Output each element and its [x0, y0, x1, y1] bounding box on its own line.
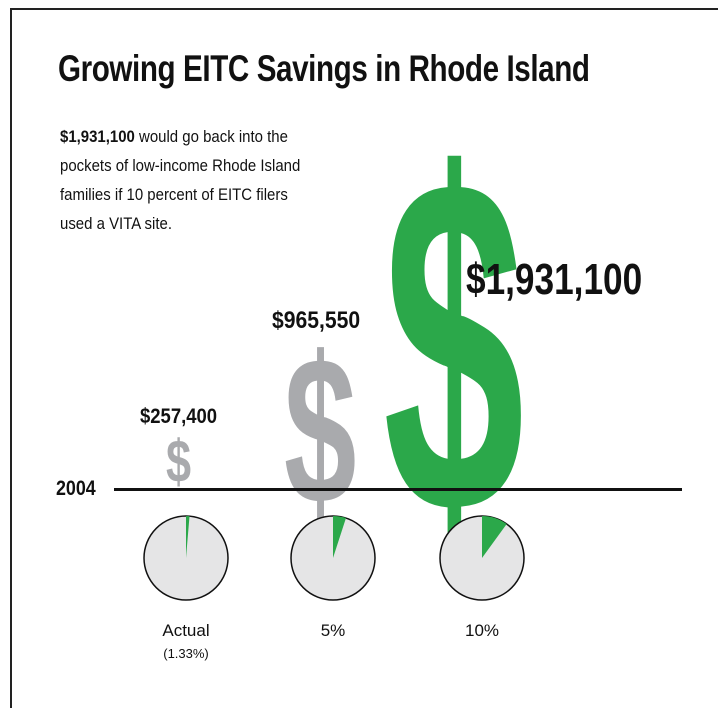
small-dollar-icon: $	[166, 428, 192, 495]
pie-label-5pct: 5%	[320, 621, 346, 640]
page-title: Growing EITC Savings in Rhode Island	[58, 48, 590, 89]
pie-10pct-slice	[482, 516, 507, 558]
pie-actual	[143, 515, 229, 601]
medium-dollar-icon: $	[284, 313, 357, 548]
pie-5pct	[290, 515, 376, 601]
axis-year-label: 2004	[56, 477, 96, 500]
pie-5pct-slice	[333, 516, 346, 558]
value-label-5pct: $965,550	[272, 307, 361, 334]
baseline-axis	[114, 488, 682, 491]
value-label-10pct: $1,931,100	[466, 255, 643, 304]
pie-label-10pct: 10%	[464, 621, 500, 640]
value-label-actual: $257,400	[140, 405, 218, 428]
infographic-frame	[10, 8, 718, 708]
pie-10pct	[439, 515, 525, 601]
large-dollar-icon: $	[383, 77, 525, 614]
pie-sublabel-actual: (1.33%)	[163, 646, 209, 661]
pie-actual-slice	[186, 516, 190, 558]
description-highlight: $1,931,100	[60, 127, 135, 146]
pie-label-actual: Actual	[162, 621, 210, 640]
description-text: would go back into the pockets of low-in…	[60, 127, 301, 233]
description: $1,931,100 would go back into the pocket…	[60, 122, 324, 238]
